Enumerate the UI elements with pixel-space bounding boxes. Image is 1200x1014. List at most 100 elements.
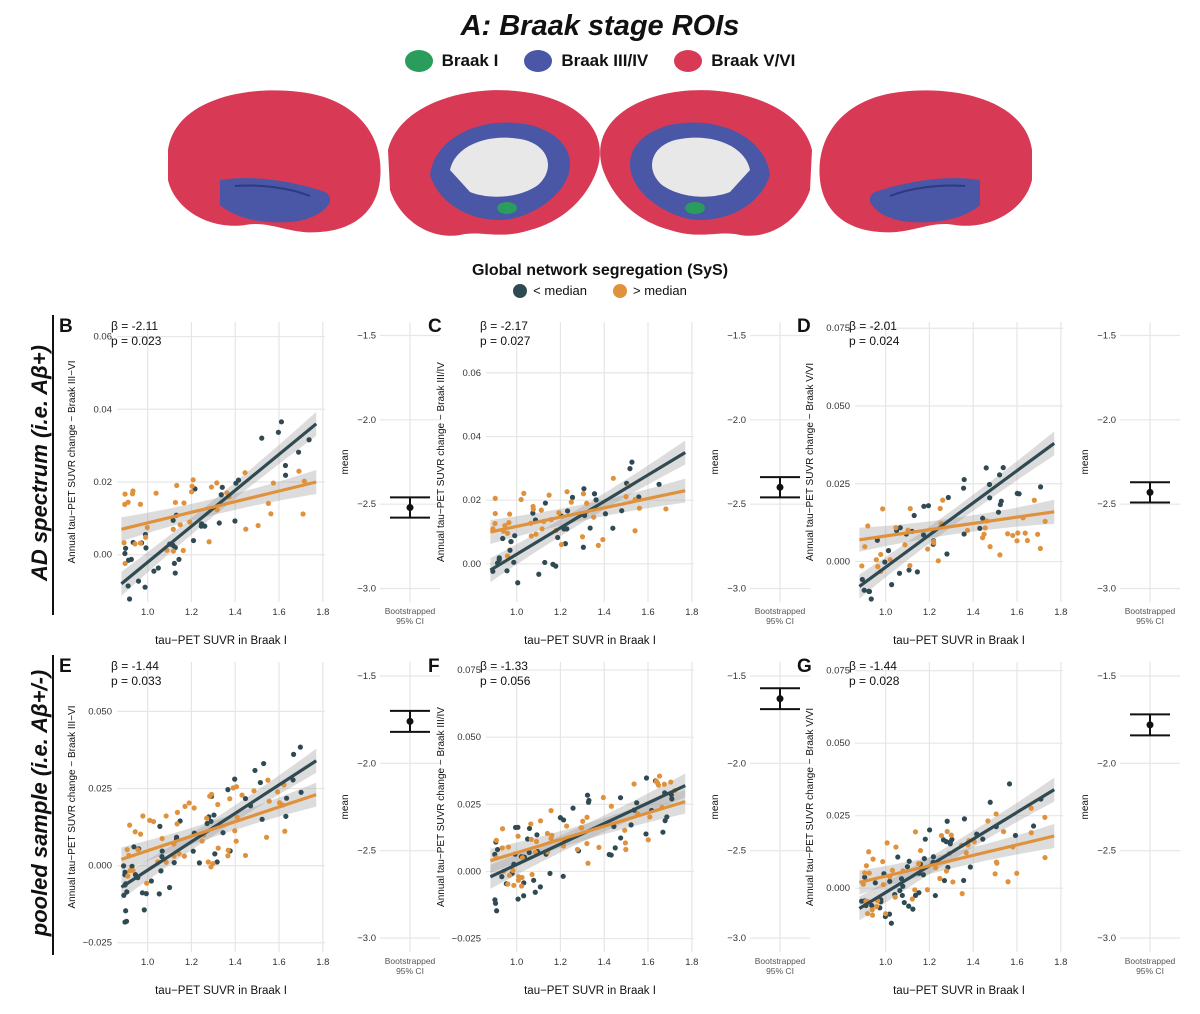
data-point-high (251, 788, 257, 794)
ci-y-tick-label: −2.0 (727, 758, 746, 769)
legend-item-braak-iii-iv: Braak III/IV (524, 50, 648, 72)
x-axis-label: tau−PET SUVR in Braak I (893, 635, 1025, 647)
x-tick-label: 1.0 (510, 957, 523, 968)
data-point-low (252, 767, 258, 774)
data-point-low (904, 864, 911, 870)
data-point-low (914, 569, 920, 575)
brain-medial-right (600, 90, 812, 236)
ci-y-tick-label: −3.0 (727, 933, 746, 944)
data-point-high (647, 814, 653, 820)
data-point-low (564, 508, 571, 514)
data-point-high (233, 784, 240, 790)
p-value-stat: p = 0.023 (111, 334, 162, 348)
data-point-high (204, 815, 210, 821)
data-point-low (204, 820, 210, 827)
ci-y-tick-label: −2.5 (1097, 846, 1116, 857)
y-tick-label: 0.000 (457, 866, 481, 877)
x-tick-label: 1.2 (554, 957, 567, 968)
data-point-low (190, 537, 197, 544)
x-tick-label: 1.6 (272, 957, 285, 968)
data-point-high (600, 794, 606, 801)
x-axis-label: tau−PET SUVR in Braak I (524, 635, 656, 647)
data-point-high (140, 813, 146, 819)
data-point-high (266, 798, 272, 804)
panel-letter: F (428, 656, 440, 677)
data-point-high (528, 821, 534, 827)
data-point-low (530, 510, 536, 516)
ci-y-tick-label: −2.0 (1097, 415, 1116, 426)
ci-x-label: Bootstrapped (385, 956, 436, 966)
regression-line-high (859, 834, 1055, 884)
beta-stat: β = -1.44 (849, 659, 897, 673)
data-point-low (1000, 465, 1006, 471)
data-point-high (915, 861, 922, 867)
data-point-low (944, 551, 950, 557)
data-point-low (537, 884, 543, 890)
x-tick-label: 1.2 (923, 607, 936, 618)
data-point-high (623, 846, 629, 853)
data-point-low (218, 492, 224, 498)
ci-y-tick-label: −2.5 (357, 499, 376, 510)
data-point-high (242, 470, 248, 476)
data-point-high (909, 896, 915, 902)
data-point-high (937, 875, 943, 882)
data-point-high (270, 480, 276, 486)
data-point-low (612, 845, 618, 851)
data-point-high (519, 855, 525, 861)
data-point-low (859, 898, 865, 904)
data-point-low (512, 533, 518, 539)
ci-y-axis-label: mean (1080, 794, 1091, 819)
legend-label: > median (633, 283, 687, 298)
ci-mean-point (776, 695, 784, 703)
ci-y-tick-label: −3.0 (1097, 933, 1116, 944)
data-point-high (234, 814, 240, 820)
x-tick-label: 1.4 (967, 957, 980, 968)
data-point-low (861, 587, 867, 593)
data-point-high (135, 847, 141, 853)
data-point-low (536, 571, 542, 577)
data-point-low (120, 863, 127, 869)
data-point-high (215, 801, 221, 808)
panel-letter: B (59, 316, 73, 337)
regression-line-high (121, 480, 317, 531)
data-point-low (920, 532, 927, 538)
data-point-high (174, 821, 180, 827)
data-point-low (159, 848, 165, 854)
data-point-low (901, 899, 907, 906)
data-point-high (1028, 830, 1034, 836)
data-point-low (898, 876, 905, 882)
data-point-low (906, 903, 912, 909)
data-point-high (993, 811, 999, 817)
data-point-high (880, 506, 886, 512)
row-divider-pooled (52, 655, 54, 955)
data-point-high (933, 865, 939, 871)
data-point-high (1010, 532, 1016, 539)
data-point-low (587, 525, 593, 531)
data-point-high (172, 499, 179, 506)
data-point-low (660, 829, 666, 835)
data-point-high (268, 511, 274, 517)
y-tick-label: 0.000 (88, 861, 112, 872)
data-point-low (634, 800, 640, 806)
data-point-low (515, 896, 521, 902)
y-tick-label: 0.075 (457, 665, 481, 676)
data-point-high (163, 813, 169, 819)
data-point-low (212, 851, 218, 857)
data-point-low (669, 796, 675, 802)
data-point-high (959, 891, 965, 897)
data-point-high (199, 838, 205, 844)
x-tick-label: 1.4 (598, 957, 611, 968)
data-point-low (921, 503, 927, 509)
data-point-low (504, 568, 510, 574)
data-point-low (960, 485, 967, 491)
y-tick-label: −0.025 (83, 938, 112, 949)
legend-label: < median (533, 283, 587, 298)
data-point-low (259, 816, 265, 822)
x-tick-label: 1.0 (141, 957, 154, 968)
data-point-low (515, 580, 521, 586)
data-point-high (912, 887, 918, 893)
data-point-high (935, 558, 941, 564)
data-point-high (189, 483, 195, 489)
y-tick-label: 0.00 (94, 550, 113, 561)
data-point-high (499, 826, 506, 832)
